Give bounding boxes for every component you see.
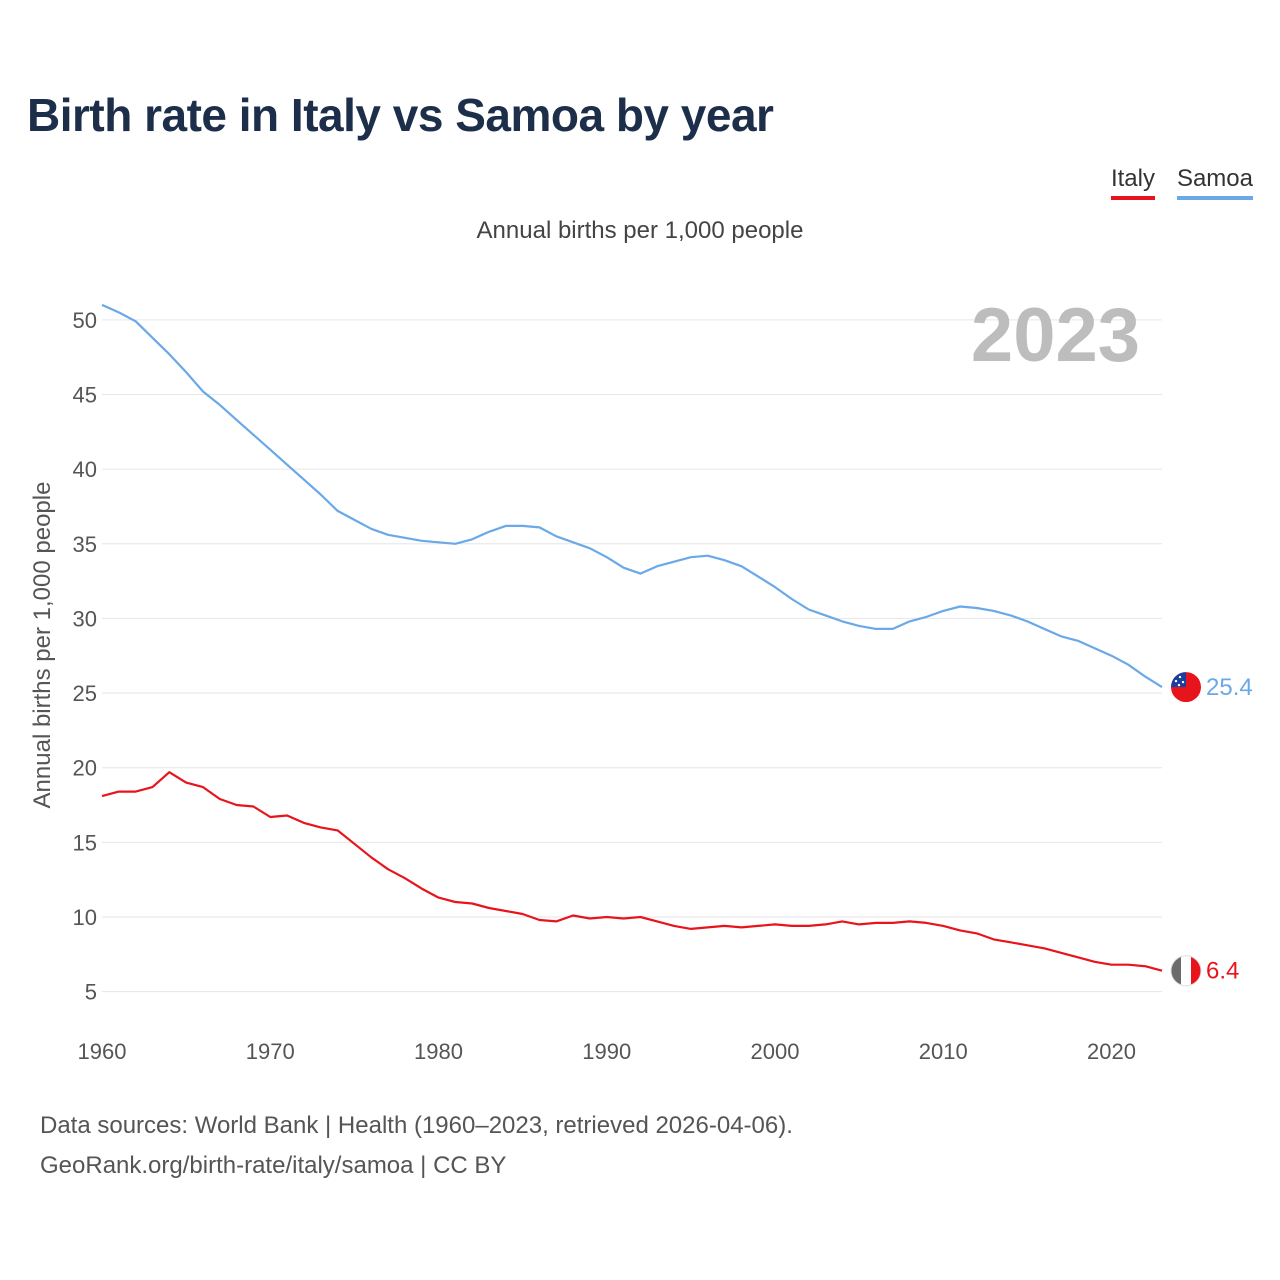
samoa-flag-marker bbox=[1171, 672, 1201, 703]
x-axis-ticks: 1960 1970 1980 1990 2000 2010 2020 bbox=[78, 1039, 1136, 1064]
year-label: 2023 bbox=[971, 293, 1140, 378]
legend-item-italy[interactable]: Italy bbox=[1110, 165, 1155, 200]
y-axis-ticks: 5 10 15 20 25 30 35 40 45 50 bbox=[73, 308, 97, 1005]
y-axis-label: Annual births per 1,000 people bbox=[29, 482, 56, 809]
x-tick-label: 2010 bbox=[919, 1039, 968, 1064]
y-tick-label: 45 bbox=[73, 382, 97, 407]
samoa-flag-icon bbox=[1171, 672, 1201, 703]
chart-title: Birth rate in Italy vs Samoa by year bbox=[27, 89, 774, 141]
samoa-end-value: 25.4 bbox=[1206, 674, 1253, 701]
grid-lines bbox=[102, 319, 1162, 993]
line-chart: 2023 5 10 15 20 25 30 35 40 45 50 1960 1970 1980 199… bbox=[29, 293, 1253, 1064]
y-tick-label: 35 bbox=[73, 532, 97, 557]
legend: Italy Samoa bbox=[1110, 165, 1253, 200]
x-tick-label: 2020 bbox=[1087, 1039, 1136, 1064]
chart-subtitle: Annual births per 1,000 people bbox=[476, 217, 804, 244]
y-tick-label: 50 bbox=[73, 308, 97, 333]
legend-item-samoa[interactable]: Samoa bbox=[1176, 165, 1253, 200]
x-tick-label: 1970 bbox=[246, 1039, 295, 1064]
italy-end-value: 6.4 bbox=[1206, 958, 1239, 985]
italy-flag-marker bbox=[1170, 955, 1202, 987]
source-line-1: Data sources: World Bank | Health (1960–… bbox=[40, 1112, 793, 1139]
x-tick-label: 1960 bbox=[78, 1039, 127, 1064]
y-tick-label: 10 bbox=[73, 905, 97, 930]
y-tick-label: 20 bbox=[73, 756, 97, 781]
source-note: Data sources: World Bank | Health (1960–… bbox=[40, 1106, 793, 1186]
x-tick-label: 1990 bbox=[582, 1039, 631, 1064]
x-tick-label: 2000 bbox=[751, 1039, 800, 1064]
series-line-samoa[interactable] bbox=[101, 303, 1163, 689]
y-tick-label: 40 bbox=[73, 457, 97, 482]
series-line-italy[interactable] bbox=[101, 771, 1163, 972]
x-tick-label: 1980 bbox=[414, 1039, 463, 1064]
y-tick-label: 25 bbox=[73, 681, 97, 706]
series-lines bbox=[101, 303, 1163, 972]
y-tick-label: 30 bbox=[73, 606, 97, 631]
italy-flag-icon bbox=[1171, 955, 1201, 986]
source-line-2[interactable]: GeoRank.org/birth-rate/italy/samoa | CC … bbox=[40, 1152, 507, 1179]
y-tick-label: 5 bbox=[85, 980, 97, 1005]
y-tick-label: 15 bbox=[73, 830, 97, 855]
